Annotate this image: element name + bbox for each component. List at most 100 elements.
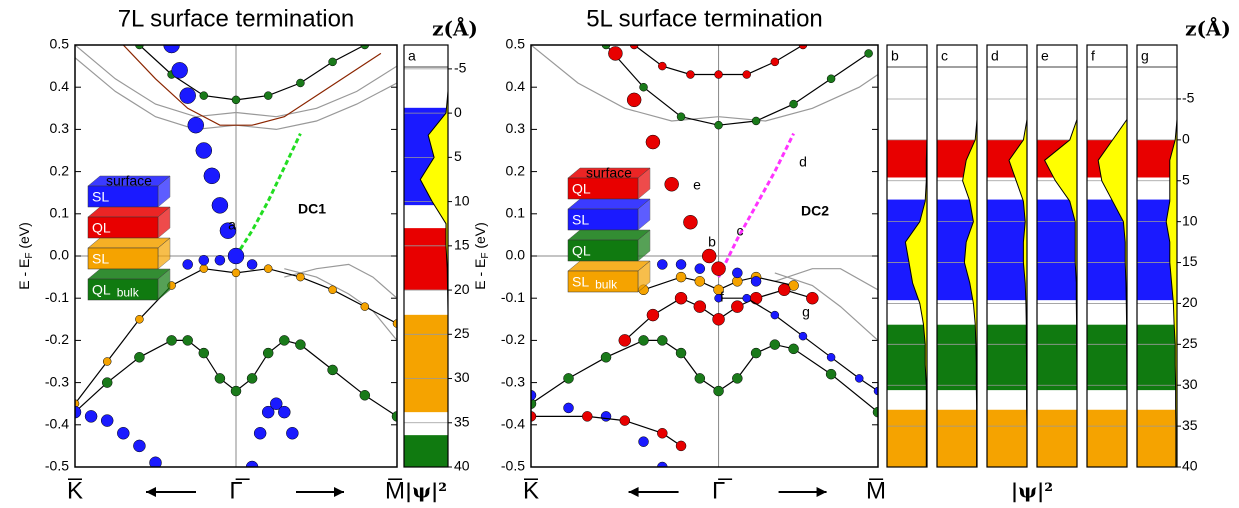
band-point — [203, 167, 221, 185]
band-point — [777, 283, 791, 297]
y-tick-label: 0.3 — [506, 120, 526, 136]
band-point — [731, 300, 744, 313]
band-point — [101, 377, 113, 388]
z-tick-label: 20 — [1182, 294, 1198, 310]
arrow-head — [628, 487, 639, 497]
panel-label: a — [408, 48, 416, 64]
band-point — [694, 263, 706, 274]
stack-label-main: QL — [92, 281, 111, 297]
band-point — [163, 45, 180, 54]
stack-label: SL bulk — [572, 273, 618, 291]
band-point — [219, 222, 237, 239]
band-point — [770, 57, 780, 67]
stack-top — [567, 260, 651, 272]
band-point — [328, 57, 337, 67]
panel-frame — [1086, 44, 1128, 468]
band-point — [854, 374, 864, 383]
band-point — [214, 254, 226, 266]
annotation: f — [720, 289, 724, 305]
arrow-head — [816, 487, 827, 497]
band-point — [166, 335, 177, 346]
y-axis-label-part: (eV) — [16, 222, 32, 252]
y-tick-label: 0.2 — [506, 162, 526, 178]
band-point — [806, 291, 819, 305]
band-point — [826, 353, 836, 362]
z-tick-label: 5 — [1182, 171, 1190, 187]
annotation: d — [799, 154, 807, 170]
layer — [887, 409, 927, 467]
y-axis-label-part: E - E — [472, 259, 488, 290]
y-tick-label: -0.4 — [45, 416, 69, 432]
x-tick-label: Γ̅ — [712, 477, 732, 504]
band-point — [674, 291, 688, 305]
z-tick-label: -5 — [454, 60, 467, 76]
y-tick-label: -0.1 — [45, 289, 69, 305]
band-point — [683, 214, 698, 230]
band-point — [798, 331, 808, 341]
band-point — [750, 276, 762, 287]
band-point — [531, 390, 537, 401]
layer — [937, 324, 977, 391]
band-point — [694, 373, 706, 384]
band-point — [601, 45, 611, 50]
band-point — [694, 276, 706, 287]
z-tick-label: -5 — [1182, 90, 1195, 106]
z-tick-label: 15 — [454, 237, 470, 253]
stack-label-sub: bulk — [117, 286, 140, 300]
band-point — [328, 285, 337, 295]
band-point — [199, 264, 209, 273]
stack-label-main: SL — [92, 250, 109, 266]
layer — [937, 409, 977, 467]
panel-frame — [936, 44, 978, 468]
band-point — [749, 291, 763, 305]
band-point — [657, 427, 668, 439]
band-point — [693, 300, 707, 313]
band-point — [664, 177, 679, 192]
x-tick-label: K̅ — [67, 477, 83, 504]
band-point — [798, 45, 808, 50]
band-point — [714, 120, 723, 130]
annotation: b — [708, 234, 716, 250]
band-point — [629, 45, 639, 50]
band-point — [563, 402, 574, 414]
band-point — [751, 116, 761, 126]
panel-label: d — [991, 48, 999, 64]
annotation: e — [693, 177, 701, 193]
band-point — [198, 347, 210, 359]
stack-top-label: surface — [106, 173, 152, 189]
layer — [987, 409, 1027, 467]
band-point — [261, 405, 275, 419]
y-tick-label: 0.5 — [50, 36, 70, 52]
band-point — [626, 92, 642, 108]
stack-front — [567, 270, 639, 293]
z-tick-label: 35 — [1182, 417, 1198, 433]
band-point — [392, 319, 397, 328]
y-tick-label: 0.0 — [506, 247, 526, 263]
y-tick-label: -0.2 — [45, 331, 69, 347]
band-point — [563, 373, 574, 384]
band-point — [270, 397, 283, 410]
stack-label: SL — [92, 188, 109, 204]
band-point — [675, 440, 687, 452]
band-point — [359, 390, 371, 401]
z-tick-label: 25 — [1182, 335, 1198, 351]
z-tick-label: 40 — [454, 458, 470, 474]
band-point — [600, 411, 612, 422]
band-point — [262, 347, 274, 359]
annotation: DC1 — [298, 201, 326, 217]
band-point — [675, 347, 687, 359]
panel-label: g — [1141, 48, 1149, 64]
band-point — [769, 339, 781, 350]
band-point — [214, 373, 226, 384]
z-tick-label: 5 — [454, 148, 462, 164]
band-point — [686, 70, 695, 79]
band-point — [296, 78, 305, 88]
x-tick-label: K̅ — [523, 477, 539, 504]
stack-label-main: QL — [572, 242, 591, 258]
y-tick-label: 0.0 — [50, 247, 70, 263]
layer — [404, 228, 448, 291]
band-point — [263, 91, 273, 100]
stack-top — [87, 206, 171, 218]
band-point — [231, 268, 241, 278]
